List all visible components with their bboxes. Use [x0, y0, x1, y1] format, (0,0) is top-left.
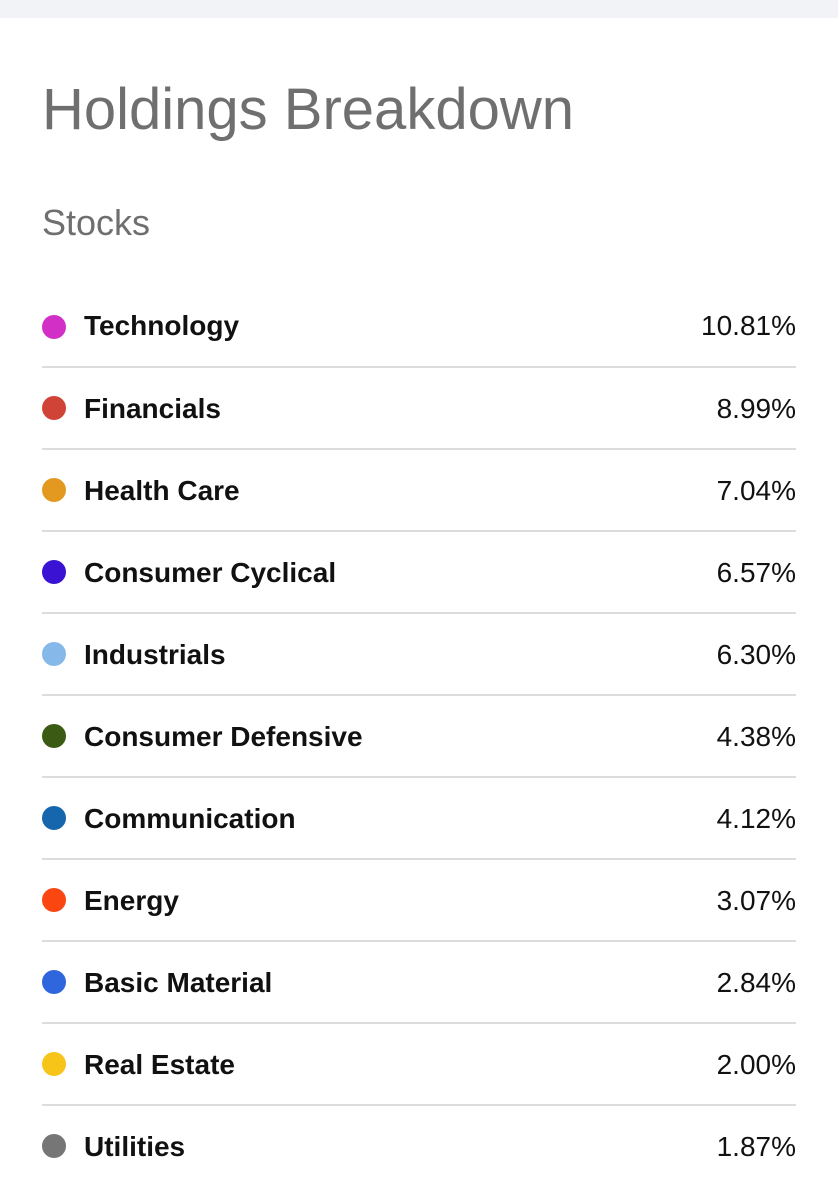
- sector-name: Consumer Cyclical: [84, 557, 337, 588]
- holding-row-health-care[interactable]: Health Care 7.04%: [42, 450, 796, 532]
- sector-name: Utilities: [84, 1131, 186, 1162]
- holding-row-communication[interactable]: Communication 4.12%: [42, 778, 796, 860]
- sector-percent: 4.12%: [716, 803, 796, 834]
- sector-name: Energy: [84, 885, 179, 916]
- sector-color-dot: [42, 724, 66, 748]
- holding-row-industrials[interactable]: Industrials 6.30%: [42, 614, 796, 696]
- sector-name: Technology: [84, 310, 240, 341]
- holding-row-consumer-defensive[interactable]: Consumer Defensive 4.38%: [42, 696, 796, 778]
- sector-name: Real Estate: [84, 1049, 235, 1080]
- sector-percent: 3.07%: [716, 885, 796, 916]
- section-label-stocks: Stocks: [42, 202, 151, 243]
- sector-percent: 1.87%: [716, 1131, 796, 1162]
- sector-color-dot: [42, 806, 66, 830]
- sector-color-dot: [42, 1134, 66, 1158]
- sector-name: Industrials: [84, 639, 226, 670]
- sector-name: Financials: [84, 393, 221, 424]
- holdings-list: Technology 10.81% Financials 8.99% Healt…: [42, 287, 796, 1188]
- holding-row-technology[interactable]: Technology 10.81%: [42, 287, 796, 368]
- holding-row-basic-material[interactable]: Basic Material 2.84%: [42, 942, 796, 1024]
- holding-row-utilities[interactable]: Utilities 1.87%: [42, 1106, 796, 1188]
- sector-color-dot: [42, 970, 66, 994]
- holding-row-financials[interactable]: Financials 8.99%: [42, 368, 796, 450]
- holding-row-consumer-cyclical[interactable]: Consumer Cyclical 6.57%: [42, 532, 796, 614]
- sector-percent: 2.84%: [716, 967, 796, 998]
- top-strip: [0, 0, 838, 18]
- holding-row-energy[interactable]: Energy 3.07%: [42, 860, 796, 942]
- sector-color-dot: [42, 315, 66, 339]
- sector-color-dot: [42, 560, 66, 584]
- sector-percent: 8.99%: [716, 393, 796, 424]
- sector-name: Health Care: [84, 475, 240, 506]
- sector-name: Communication: [84, 803, 296, 834]
- sector-percent: 6.57%: [716, 557, 796, 588]
- sector-color-dot: [42, 396, 66, 420]
- sector-color-dot: [42, 1052, 66, 1076]
- sector-color-dot: [42, 478, 66, 502]
- sector-percent: 4.38%: [716, 721, 796, 752]
- sector-color-dot: [42, 642, 66, 666]
- holding-row-real-estate[interactable]: Real Estate 2.00%: [42, 1024, 796, 1106]
- sector-percent: 6.30%: [716, 639, 796, 670]
- sector-percent: 7.04%: [716, 475, 796, 506]
- sector-percent: 2.00%: [716, 1049, 796, 1080]
- page-title: Holdings Breakdown: [42, 77, 574, 142]
- sector-name: Basic Material: [84, 967, 273, 998]
- holdings-card: Holdings Breakdown Stocks Technology 10.…: [0, 18, 838, 1200]
- sector-name: Consumer Defensive: [84, 721, 363, 752]
- sector-color-dot: [42, 888, 66, 912]
- sector-percent: 10.81%: [701, 310, 796, 341]
